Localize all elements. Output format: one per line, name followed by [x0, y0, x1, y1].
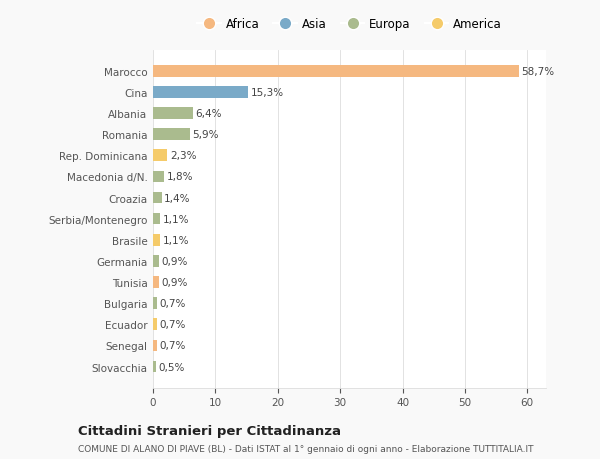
Text: 1,4%: 1,4%	[164, 193, 191, 203]
Bar	[153, 150, 167, 162]
Text: 6,4%: 6,4%	[196, 109, 222, 119]
Bar	[153, 213, 160, 225]
Text: 0,7%: 0,7%	[160, 341, 186, 351]
Bar	[153, 235, 160, 246]
Bar	[153, 361, 156, 373]
Text: 2,3%: 2,3%	[170, 151, 196, 161]
Text: 0,9%: 0,9%	[161, 277, 187, 287]
Text: 1,8%: 1,8%	[167, 172, 193, 182]
Text: 0,7%: 0,7%	[160, 319, 186, 330]
Bar	[153, 340, 157, 352]
Bar	[153, 66, 519, 78]
Text: 15,3%: 15,3%	[251, 88, 284, 98]
Bar	[153, 129, 190, 140]
Text: COMUNE DI ALANO DI PIAVE (BL) - Dati ISTAT al 1° gennaio di ogni anno - Elaboraz: COMUNE DI ALANO DI PIAVE (BL) - Dati IST…	[78, 444, 533, 453]
Bar	[153, 87, 248, 99]
Text: 0,5%: 0,5%	[158, 362, 185, 372]
Text: 0,7%: 0,7%	[160, 298, 186, 308]
Text: 5,9%: 5,9%	[193, 130, 219, 140]
Legend: Africa, Asia, Europa, America: Africa, Asia, Europa, America	[195, 16, 504, 34]
Text: 58,7%: 58,7%	[521, 67, 555, 77]
Bar	[153, 192, 162, 204]
Bar	[153, 319, 157, 330]
Bar	[153, 108, 193, 120]
Text: Cittadini Stranieri per Cittadinanza: Cittadini Stranieri per Cittadinanza	[78, 425, 341, 437]
Bar	[153, 256, 158, 267]
Text: 0,9%: 0,9%	[161, 256, 187, 266]
Text: 1,1%: 1,1%	[163, 235, 189, 245]
Text: 1,1%: 1,1%	[163, 214, 189, 224]
Bar	[153, 298, 157, 309]
Bar	[153, 277, 158, 288]
Bar	[153, 171, 164, 183]
